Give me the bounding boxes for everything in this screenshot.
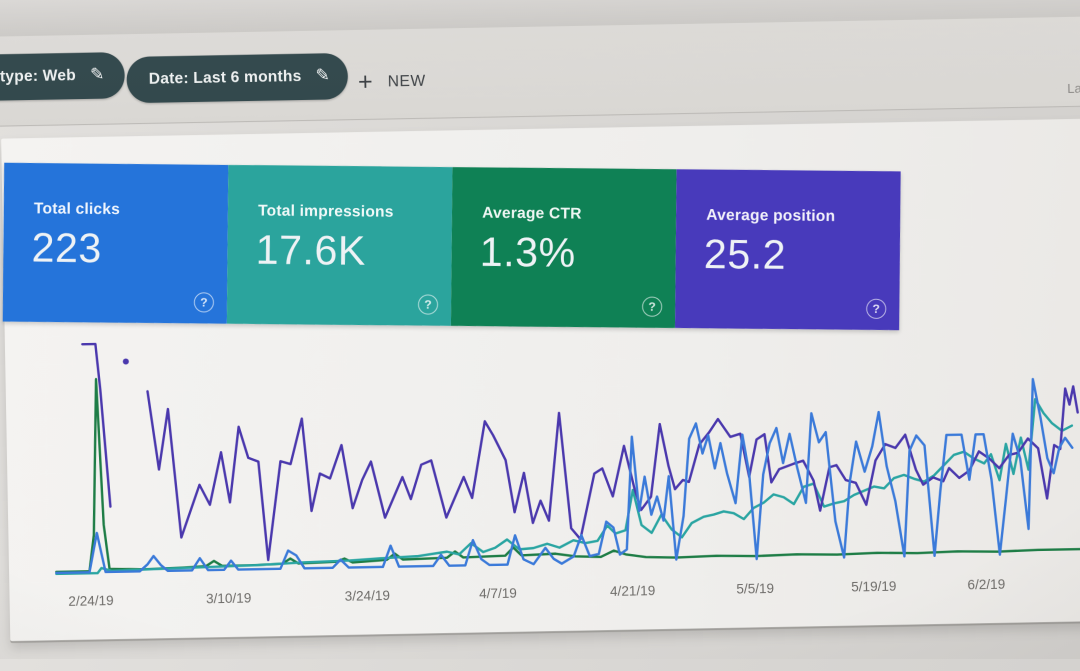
metric-label: Average position (706, 206, 836, 226)
series-line-impressions (55, 397, 1074, 576)
metric-value: 17.6K (255, 226, 367, 274)
new-filter-label: NEW (387, 72, 427, 91)
x-axis-label: 4/7/19 (478, 585, 517, 602)
metric-label: Average CTR (482, 204, 582, 223)
filter-chip-search-type[interactable]: type: Web ✎ (0, 51, 126, 102)
metric-label: Total clicks (33, 200, 121, 219)
performance-chart: 2/24/19 3/10/19 3/24/19 4/7/19 4/21/19 5/5/19… (49, 316, 1080, 626)
metric-value: 25.2 (703, 230, 787, 278)
metric-cards-row: Total clicks 223 ? Total impressions 17.… (2, 162, 901, 331)
x-axis-label: 2/24/19 (68, 592, 114, 609)
filter-chip-date-range[interactable]: Date: Last 6 months ✎ (126, 52, 349, 104)
metric-value: 223 (31, 224, 103, 272)
x-axis-label: 6/2/19 (967, 576, 1006, 593)
last-updated-text-cutoff: La (1067, 80, 1080, 97)
plus-icon: + (357, 67, 373, 96)
x-axis-label: 3/24/19 (344, 587, 391, 604)
series-line-clicks (55, 377, 1074, 575)
filter-chip-label: Date: Last 6 months (148, 67, 302, 88)
performance-report-sheet: Total clicks 223 ? Total impressions 17.… (1, 118, 1080, 642)
pencil-edit-icon: ✎ (315, 65, 331, 85)
x-axis-label: 4/21/19 (609, 583, 656, 599)
pencil-edit-icon: ✎ (89, 64, 105, 84)
series-line-position (81, 342, 112, 508)
x-axis-label: 5/5/19 (736, 580, 775, 597)
metric-card-total-clicks[interactable]: Total clicks 223 ? (2, 162, 229, 324)
help-icon[interactable]: ? (866, 298, 887, 319)
performance-chart-svg (55, 342, 1080, 576)
help-icon[interactable]: ? (641, 296, 663, 317)
help-icon[interactable]: ? (417, 294, 439, 315)
new-filter-button[interactable]: + NEW (358, 59, 427, 106)
metric-card-average-position[interactable]: Average position 25.2 ? (675, 169, 901, 331)
help-icon[interactable]: ? (193, 292, 215, 313)
metric-card-average-ctr[interactable]: Average CTR 1.3% ? (450, 167, 677, 329)
filter-chip-label: type: Web (0, 66, 77, 86)
series-line-position (146, 385, 1079, 562)
x-axis-label: 3/10/19 (205, 590, 252, 607)
metric-value: 1.3% (479, 228, 576, 276)
metric-card-total-impressions[interactable]: Total impressions 17.6K ? (226, 164, 453, 326)
series-point-position (122, 358, 129, 365)
metric-label: Total impressions (257, 202, 394, 221)
x-axis-label: 5/19/19 (851, 578, 897, 595)
